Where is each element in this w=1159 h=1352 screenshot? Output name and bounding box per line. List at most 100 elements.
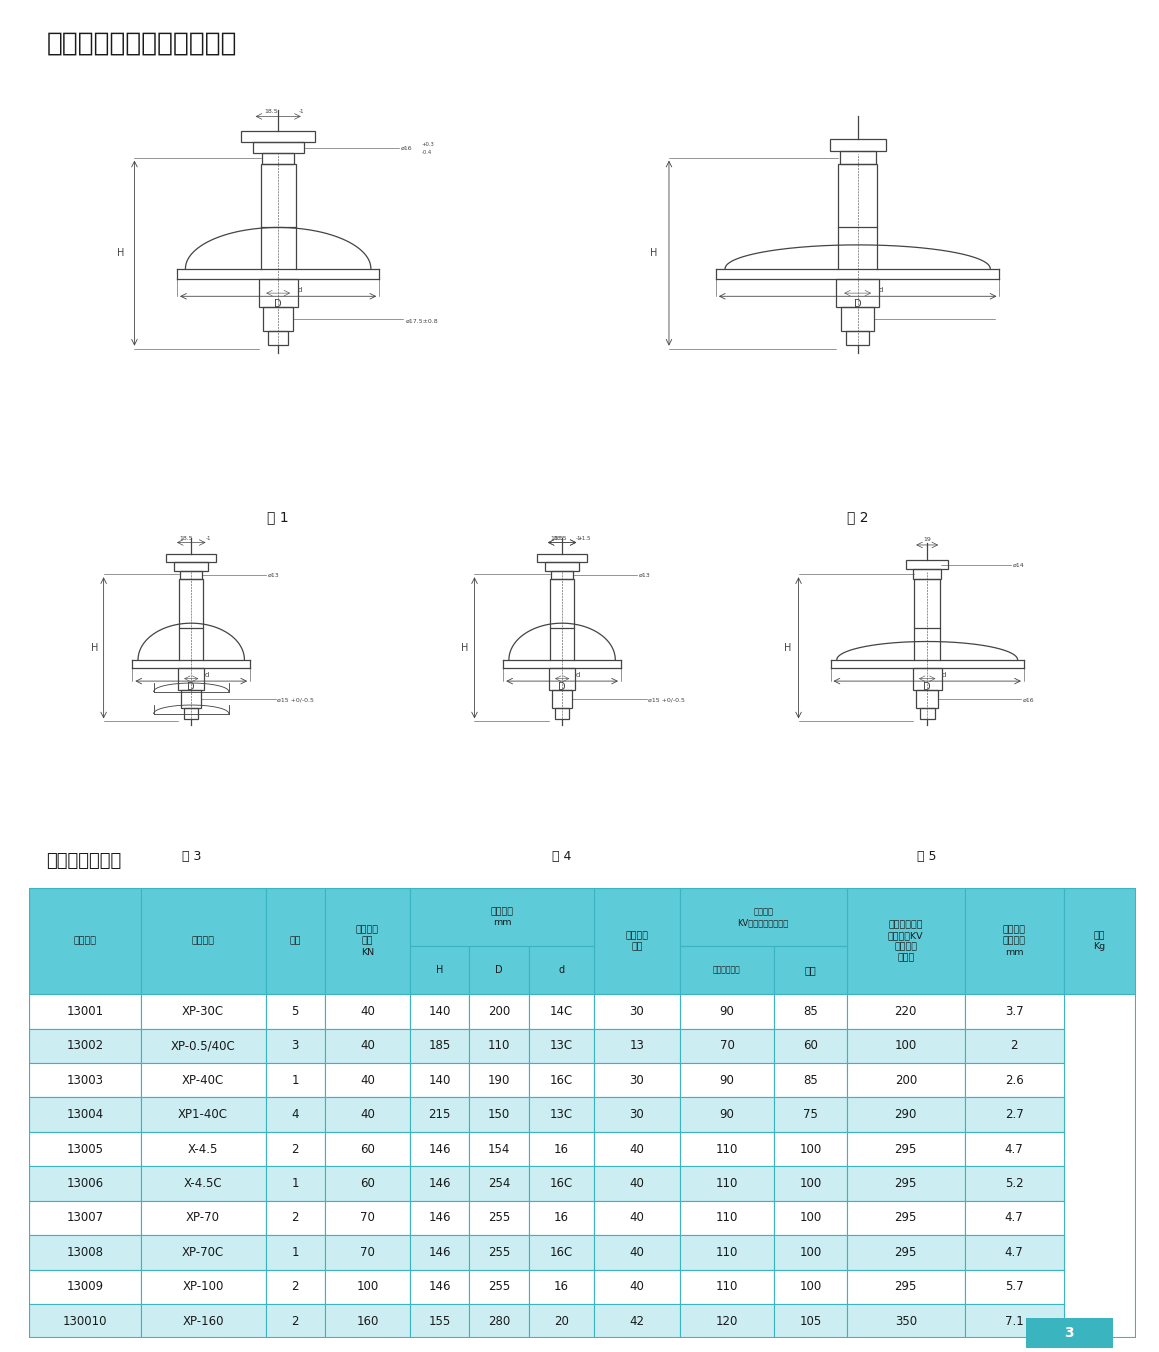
Bar [325,1236,410,1270]
Bar [181,690,202,708]
Bar [265,1305,325,1338]
Bar [29,1270,140,1305]
Text: 13002: 13002 [66,1040,103,1052]
Bar [410,1305,469,1338]
Text: 2: 2 [291,1280,299,1294]
Text: 雷电冲击全波
耐受电压KV
（峰值）
不小于: 雷电冲击全波 耐受电压KV （峰值） 不小于 [888,919,924,963]
Text: 190: 190 [488,1073,510,1087]
Bar [595,1270,679,1305]
Text: D: D [924,681,931,692]
Text: 16: 16 [554,1142,569,1156]
Text: 140: 140 [429,1073,451,1087]
Bar [265,1270,325,1305]
Bar [595,888,679,994]
Text: 105: 105 [800,1314,822,1328]
Bar [325,1132,410,1167]
Text: +1.5: +1.5 [578,535,591,541]
Text: XP-0.5/40C: XP-0.5/40C [170,1040,235,1052]
Text: 185: 185 [429,1040,451,1052]
Bar [469,1098,529,1132]
Bar [906,560,948,569]
Text: 2: 2 [291,1314,299,1328]
Text: d: d [204,672,209,679]
Bar [595,1029,679,1063]
Bar [529,1063,595,1098]
Bar [265,1167,325,1201]
Text: 85: 85 [803,1005,818,1018]
Text: 140: 140 [429,1005,451,1018]
Bar [537,553,588,562]
Bar [965,1029,1064,1063]
Text: 2: 2 [291,1142,299,1156]
Bar [774,1098,846,1132]
Bar [595,1063,679,1098]
Text: 200: 200 [895,1073,917,1087]
Text: 3: 3 [1064,1326,1074,1340]
Text: 1: 1 [291,1247,299,1259]
Bar [679,1201,774,1236]
Text: -1: -1 [205,535,211,541]
Text: 255: 255 [488,1280,510,1294]
Bar [846,1132,965,1167]
Bar [595,1132,679,1167]
Text: 图 1: 图 1 [268,510,289,523]
Text: 154: 154 [488,1142,510,1156]
Text: XP-40C: XP-40C [182,1073,225,1087]
Bar [846,1167,965,1201]
Text: 18.5: 18.5 [264,108,278,114]
Text: 2: 2 [291,1211,299,1225]
Text: d: d [298,287,302,292]
Bar [846,1270,965,1305]
Bar [841,307,874,331]
Bar [529,1029,595,1063]
Bar [774,946,846,994]
Text: 295: 295 [895,1247,917,1259]
Text: 图 5: 图 5 [918,850,936,864]
Text: 18.5: 18.5 [554,535,568,541]
Text: ø16: ø16 [1023,698,1035,703]
Bar [846,1305,965,1338]
Bar [679,1270,774,1305]
Text: 主要尺寸及性能: 主要尺寸及性能 [46,852,122,871]
Text: 90: 90 [720,1073,735,1087]
Text: 100: 100 [800,1211,822,1225]
Bar [965,1132,1064,1167]
Bar [837,279,879,307]
Text: XP-70C: XP-70C [182,1247,225,1259]
Bar [29,1132,140,1167]
Text: +0.3: +0.3 [422,142,435,146]
Text: 1: 1 [291,1073,299,1087]
Bar [529,1236,595,1270]
Bar [29,1305,140,1338]
Text: 254: 254 [488,1178,510,1190]
Bar [846,1098,965,1132]
Text: 13007: 13007 [66,1211,103,1225]
Text: d: d [879,287,883,292]
Bar [469,1029,529,1063]
Bar [679,1098,774,1132]
Text: ø13: ø13 [268,573,279,577]
Bar [846,1063,965,1098]
Text: 13004: 13004 [66,1109,103,1121]
Bar [965,994,1064,1029]
Text: 90: 90 [720,1005,735,1018]
Bar [552,690,573,708]
Text: 130010: 130010 [63,1314,107,1328]
Text: 最小公称
爬电距离
mm: 最小公称 爬电距离 mm [1003,926,1026,957]
Bar [965,1167,1064,1201]
Bar [529,1305,595,1338]
Text: 13009: 13009 [66,1280,103,1294]
Bar [551,579,574,629]
Bar [29,1063,140,1098]
Bar [469,1132,529,1167]
Text: 3.7: 3.7 [1005,1005,1023,1018]
Text: 40: 40 [360,1040,374,1052]
Text: 200: 200 [488,1005,510,1018]
Bar [140,994,265,1029]
Bar [846,1029,965,1063]
Text: 146: 146 [429,1280,451,1294]
Bar [253,142,304,153]
Bar [774,1063,846,1098]
Bar [29,1029,140,1063]
Text: 110: 110 [716,1142,738,1156]
